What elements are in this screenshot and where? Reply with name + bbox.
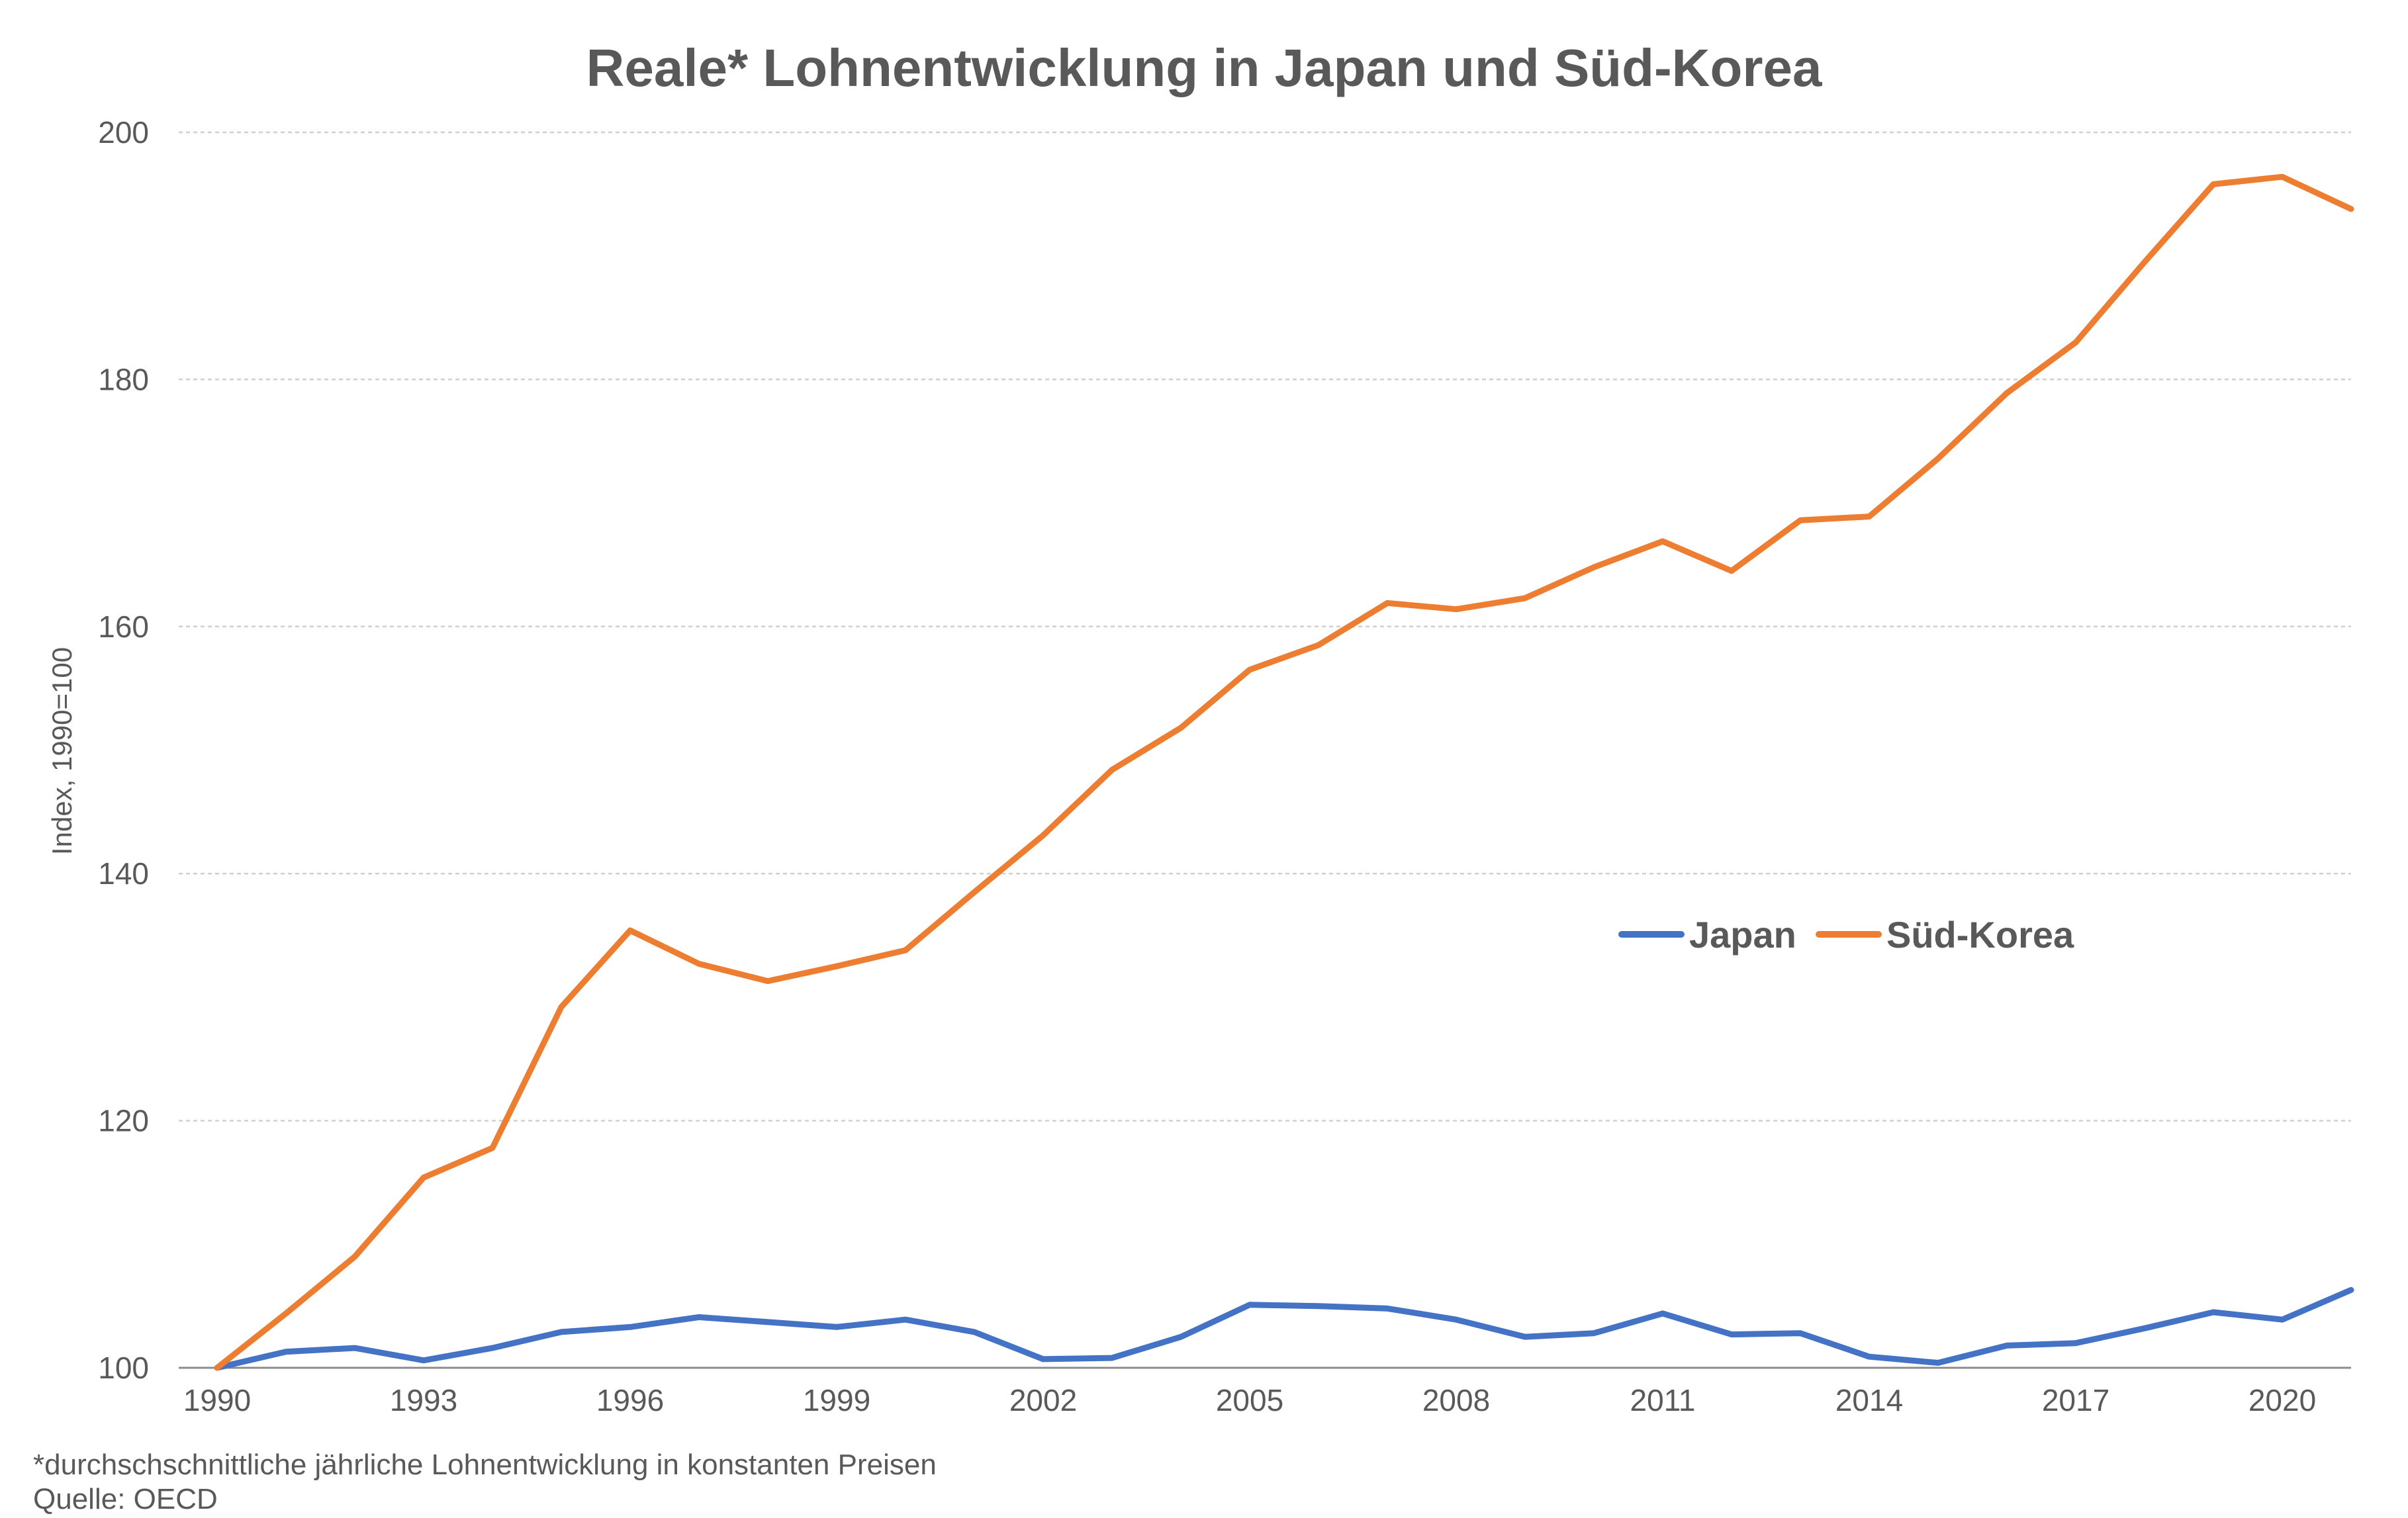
x-tick-label: 2020 <box>2248 1383 2316 1417</box>
y-tick-label: 120 <box>98 1104 149 1138</box>
y-tick-label: 100 <box>98 1351 149 1385</box>
gridlines <box>179 131 2351 1122</box>
x-tick-labels: 1990 1993 1996 1999 2002 2005 2008 2011 2014 2017… <box>183 1383 2316 1417</box>
x-tick-label: 2005 <box>1216 1383 1283 1417</box>
x-tick-label: 1999 <box>803 1383 870 1417</box>
x-tick-label: 2002 <box>1009 1383 1077 1417</box>
x-tick-label: 1996 <box>596 1383 664 1417</box>
source-note: Quelle: OECD <box>33 1483 218 1515</box>
y-tick-label: 200 <box>98 115 149 150</box>
y-tick-label: 160 <box>98 609 149 644</box>
x-tick-label: 1993 <box>390 1383 457 1417</box>
x-tick-label: 2011 <box>1630 1383 1696 1417</box>
x-tick-label: 1990 <box>183 1383 251 1417</box>
y-axis-label: Index, 1990=100 <box>46 647 77 855</box>
y-tick-label: 140 <box>98 856 149 891</box>
footnote: *durchschschnittliche jährliche Lohnentw… <box>33 1449 937 1481</box>
chart-title: Reale* Lohnentwicklung in Japan und Süd-… <box>586 38 1822 97</box>
legend-label-sued-korea: Süd-Korea <box>1886 914 2074 956</box>
y-tick-labels: 100 120 140 160 180 200 <box>98 115 149 1385</box>
series-line-s-d-korea <box>214 173 2354 1371</box>
x-tick-label: 2017 <box>2042 1383 2109 1417</box>
x-tick-label: 2014 <box>1835 1383 1903 1417</box>
legend: Japan Süd-Korea <box>1618 914 2074 956</box>
series-lines <box>214 173 2354 1371</box>
legend-label-japan: Japan <box>1689 914 1796 956</box>
y-tick-label: 180 <box>98 362 149 396</box>
x-tick-label: 2008 <box>1422 1383 1490 1417</box>
series-line-japan <box>214 1286 2354 1371</box>
